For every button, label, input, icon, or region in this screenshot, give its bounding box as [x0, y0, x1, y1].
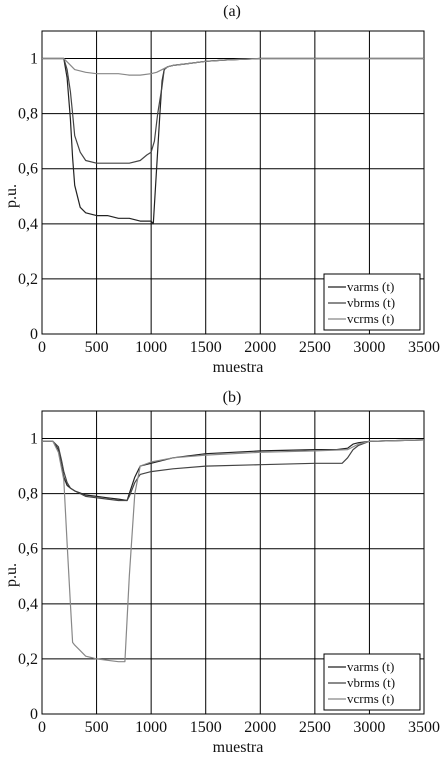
legend-label: vbrms (t) — [347, 295, 395, 310]
x-tick-label: 1000 — [135, 339, 167, 356]
plot-area — [41, 30, 425, 335]
series-line — [42, 57, 424, 225]
legend-label: vcrms (t) — [347, 311, 394, 326]
y-tick-label: 0,4 — [18, 216, 38, 233]
y-tick-label: 0,2 — [18, 651, 38, 668]
y-axis-label: p.u. — [3, 563, 20, 587]
x-tick-label: 3500 — [408, 339, 440, 356]
y-tick-label: 1 — [30, 431, 38, 448]
x-tick-label: 2000 — [244, 339, 276, 356]
y-axis-label: p.u. — [3, 184, 20, 208]
x-tick-label: 3000 — [353, 719, 385, 736]
legend-label: vbrms (t) — [347, 675, 395, 690]
x-tick-label: 1500 — [190, 339, 222, 356]
x-tick-label: 1500 — [190, 719, 222, 736]
x-tick-label: 2000 — [244, 719, 276, 736]
plot-area — [41, 410, 425, 715]
y-tick-label: 0,6 — [18, 161, 38, 178]
y-tick-label: 0 — [30, 326, 38, 343]
series-line — [42, 439, 425, 502]
legend-label: vcrms (t) — [347, 691, 394, 706]
y-tick-label: 0,8 — [18, 486, 38, 503]
x-tick-label: 2500 — [299, 719, 331, 736]
x-tick-label: 0 — [38, 719, 46, 736]
chart-title: (a) — [223, 3, 241, 20]
x-tick-label: 500 — [85, 339, 109, 356]
legend: varms (t)vbrms (t)vcrms (t) — [323, 653, 421, 711]
chart-title: (b) — [223, 389, 242, 406]
x-tick-labels: 0 500 1000 1500 2000 2500 3000 3500 — [38, 719, 440, 736]
series-lines — [42, 439, 425, 663]
chart-panel-a: (a) 0 500 1000 1500 2000 2500 3000 3500 0 0,2 0,4… — [3, 3, 440, 376]
x-tick-label: 500 — [85, 719, 109, 736]
x-tick-label: 3000 — [353, 339, 385, 356]
series-line — [42, 57, 424, 76]
y-tick-label: 0,4 — [18, 596, 38, 613]
legend-box — [323, 653, 421, 711]
legend-label: varms (t) — [347, 279, 394, 294]
legend-box — [323, 273, 421, 331]
y-tick-labels: 0 0,2 0,4 0,6 0,8 1 — [18, 51, 38, 343]
series-line — [42, 439, 425, 663]
x-tick-labels: 0 500 1000 1500 2000 2500 3000 3500 — [38, 339, 440, 356]
x-tick-label: 0 — [38, 339, 46, 356]
series-line — [42, 439, 425, 502]
series-lines — [42, 57, 424, 225]
y-tick-label: 0,6 — [18, 541, 38, 558]
y-tick-label: 0 — [30, 706, 38, 723]
legend: varms (t)vbrms (t)vcrms (t) — [323, 273, 421, 331]
x-axis-label: muestra — [213, 359, 264, 376]
x-tick-label: 2500 — [299, 339, 331, 356]
x-tick-label: 3500 — [408, 719, 440, 736]
y-tick-labels: 0 0,2 0,4 0,6 0,8 1 — [18, 431, 38, 723]
y-tick-label: 1 — [30, 51, 38, 68]
x-axis-label: muestra — [213, 739, 264, 756]
legend-label: varms (t) — [347, 659, 394, 674]
x-tick-label: 1000 — [135, 719, 167, 736]
chart-panel-b: (b) 0 500 1000 1500 2000 2500 3000 3500 0 0,2 0,4… — [3, 389, 440, 756]
y-tick-label: 0,8 — [18, 106, 38, 123]
y-tick-label: 0,2 — [18, 271, 38, 288]
